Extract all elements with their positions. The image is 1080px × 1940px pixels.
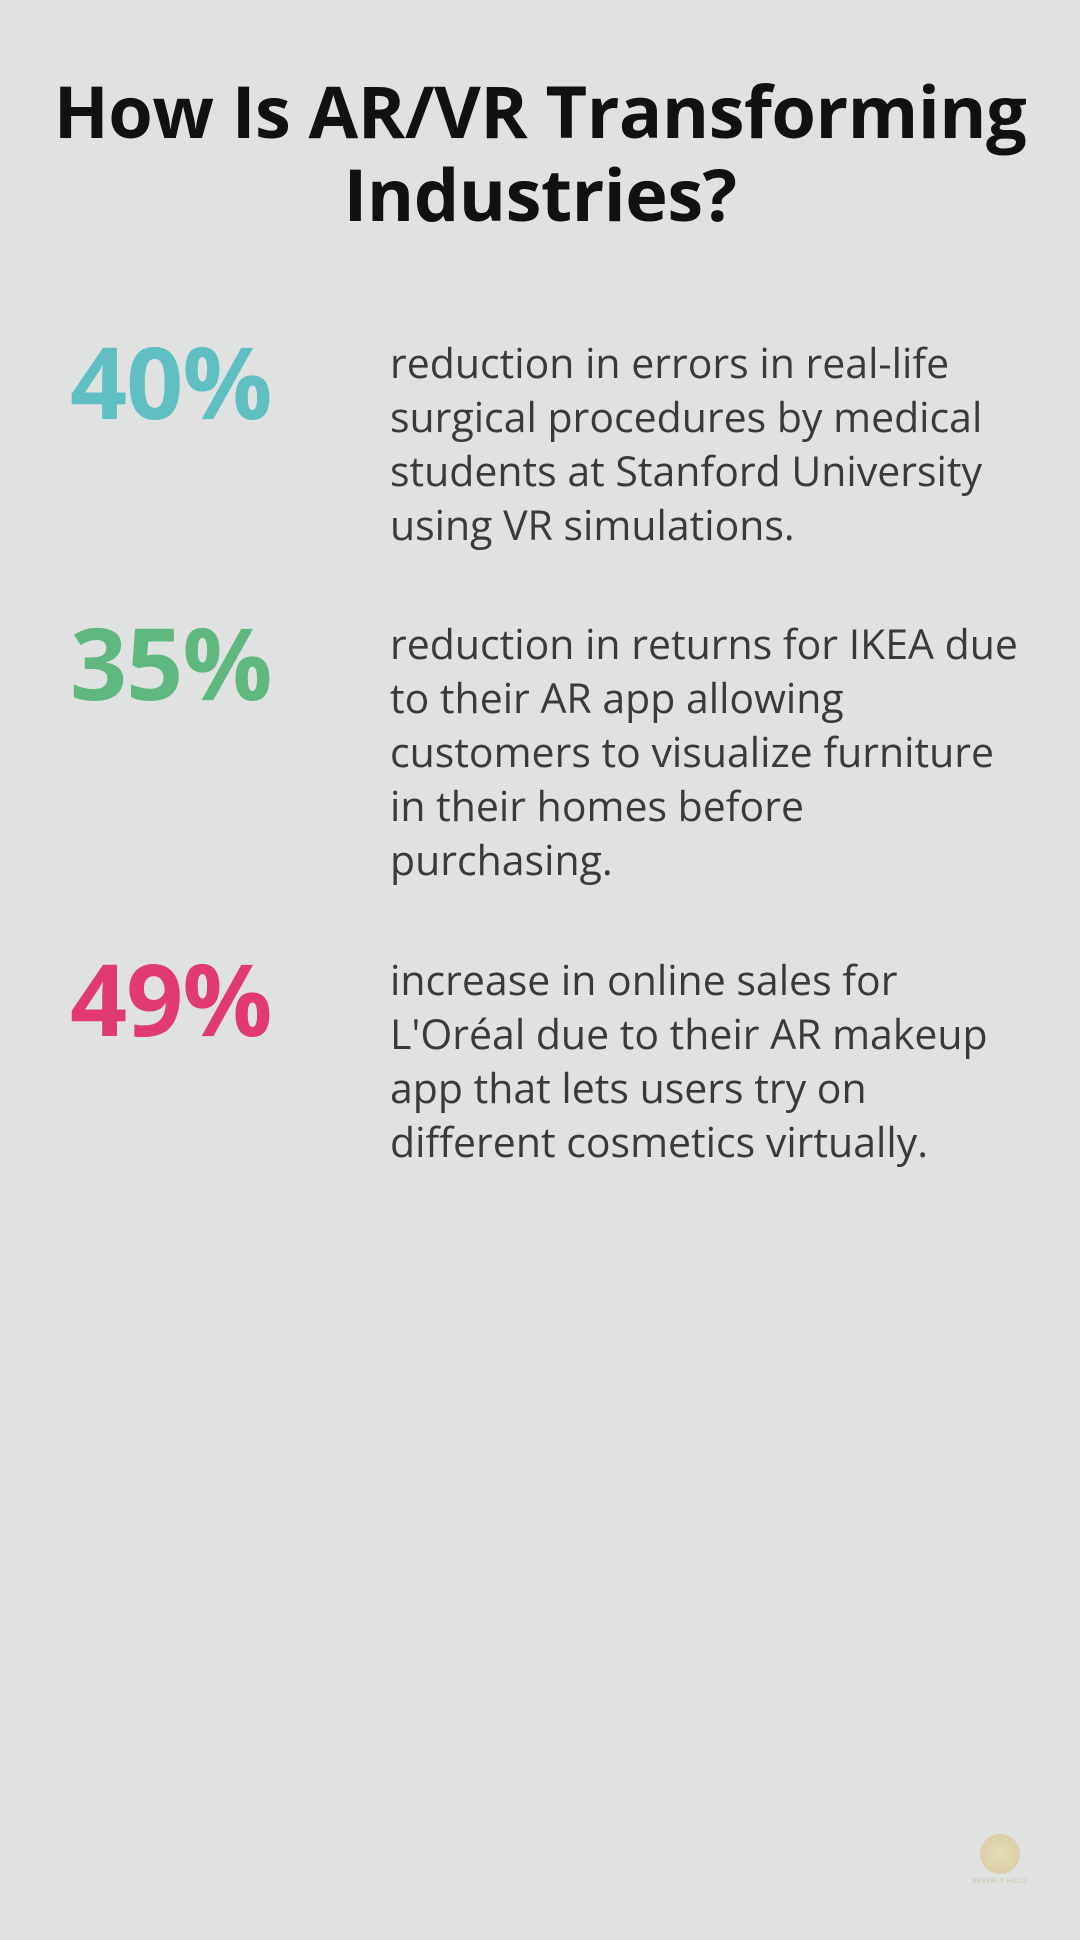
stat-description: reduction in returns for IKEA due to the… xyxy=(390,612,1030,888)
brand-logo: BEVERLY HILLS xyxy=(970,1825,1030,1895)
stat-value: 40% xyxy=(70,331,355,431)
stat-value: 49% xyxy=(70,948,355,1048)
stat-row: 40% reduction in errors in real-life sur… xyxy=(50,331,1030,552)
logo-icon xyxy=(980,1834,1020,1874)
logo-text: BEVERLY HILLS xyxy=(973,1877,1028,1886)
stat-description: increase in online sales for L'Oréal due… xyxy=(390,948,1030,1169)
page-title: How Is AR/VR Transforming Industries? xyxy=(50,70,1030,236)
stat-row: 49% increase in online sales for L'Oréal… xyxy=(50,948,1030,1169)
stat-value: 35% xyxy=(70,612,355,712)
stat-row: 35% reduction in returns for IKEA due to… xyxy=(50,612,1030,888)
stat-description: reduction in errors in real-life surgica… xyxy=(390,331,1030,552)
